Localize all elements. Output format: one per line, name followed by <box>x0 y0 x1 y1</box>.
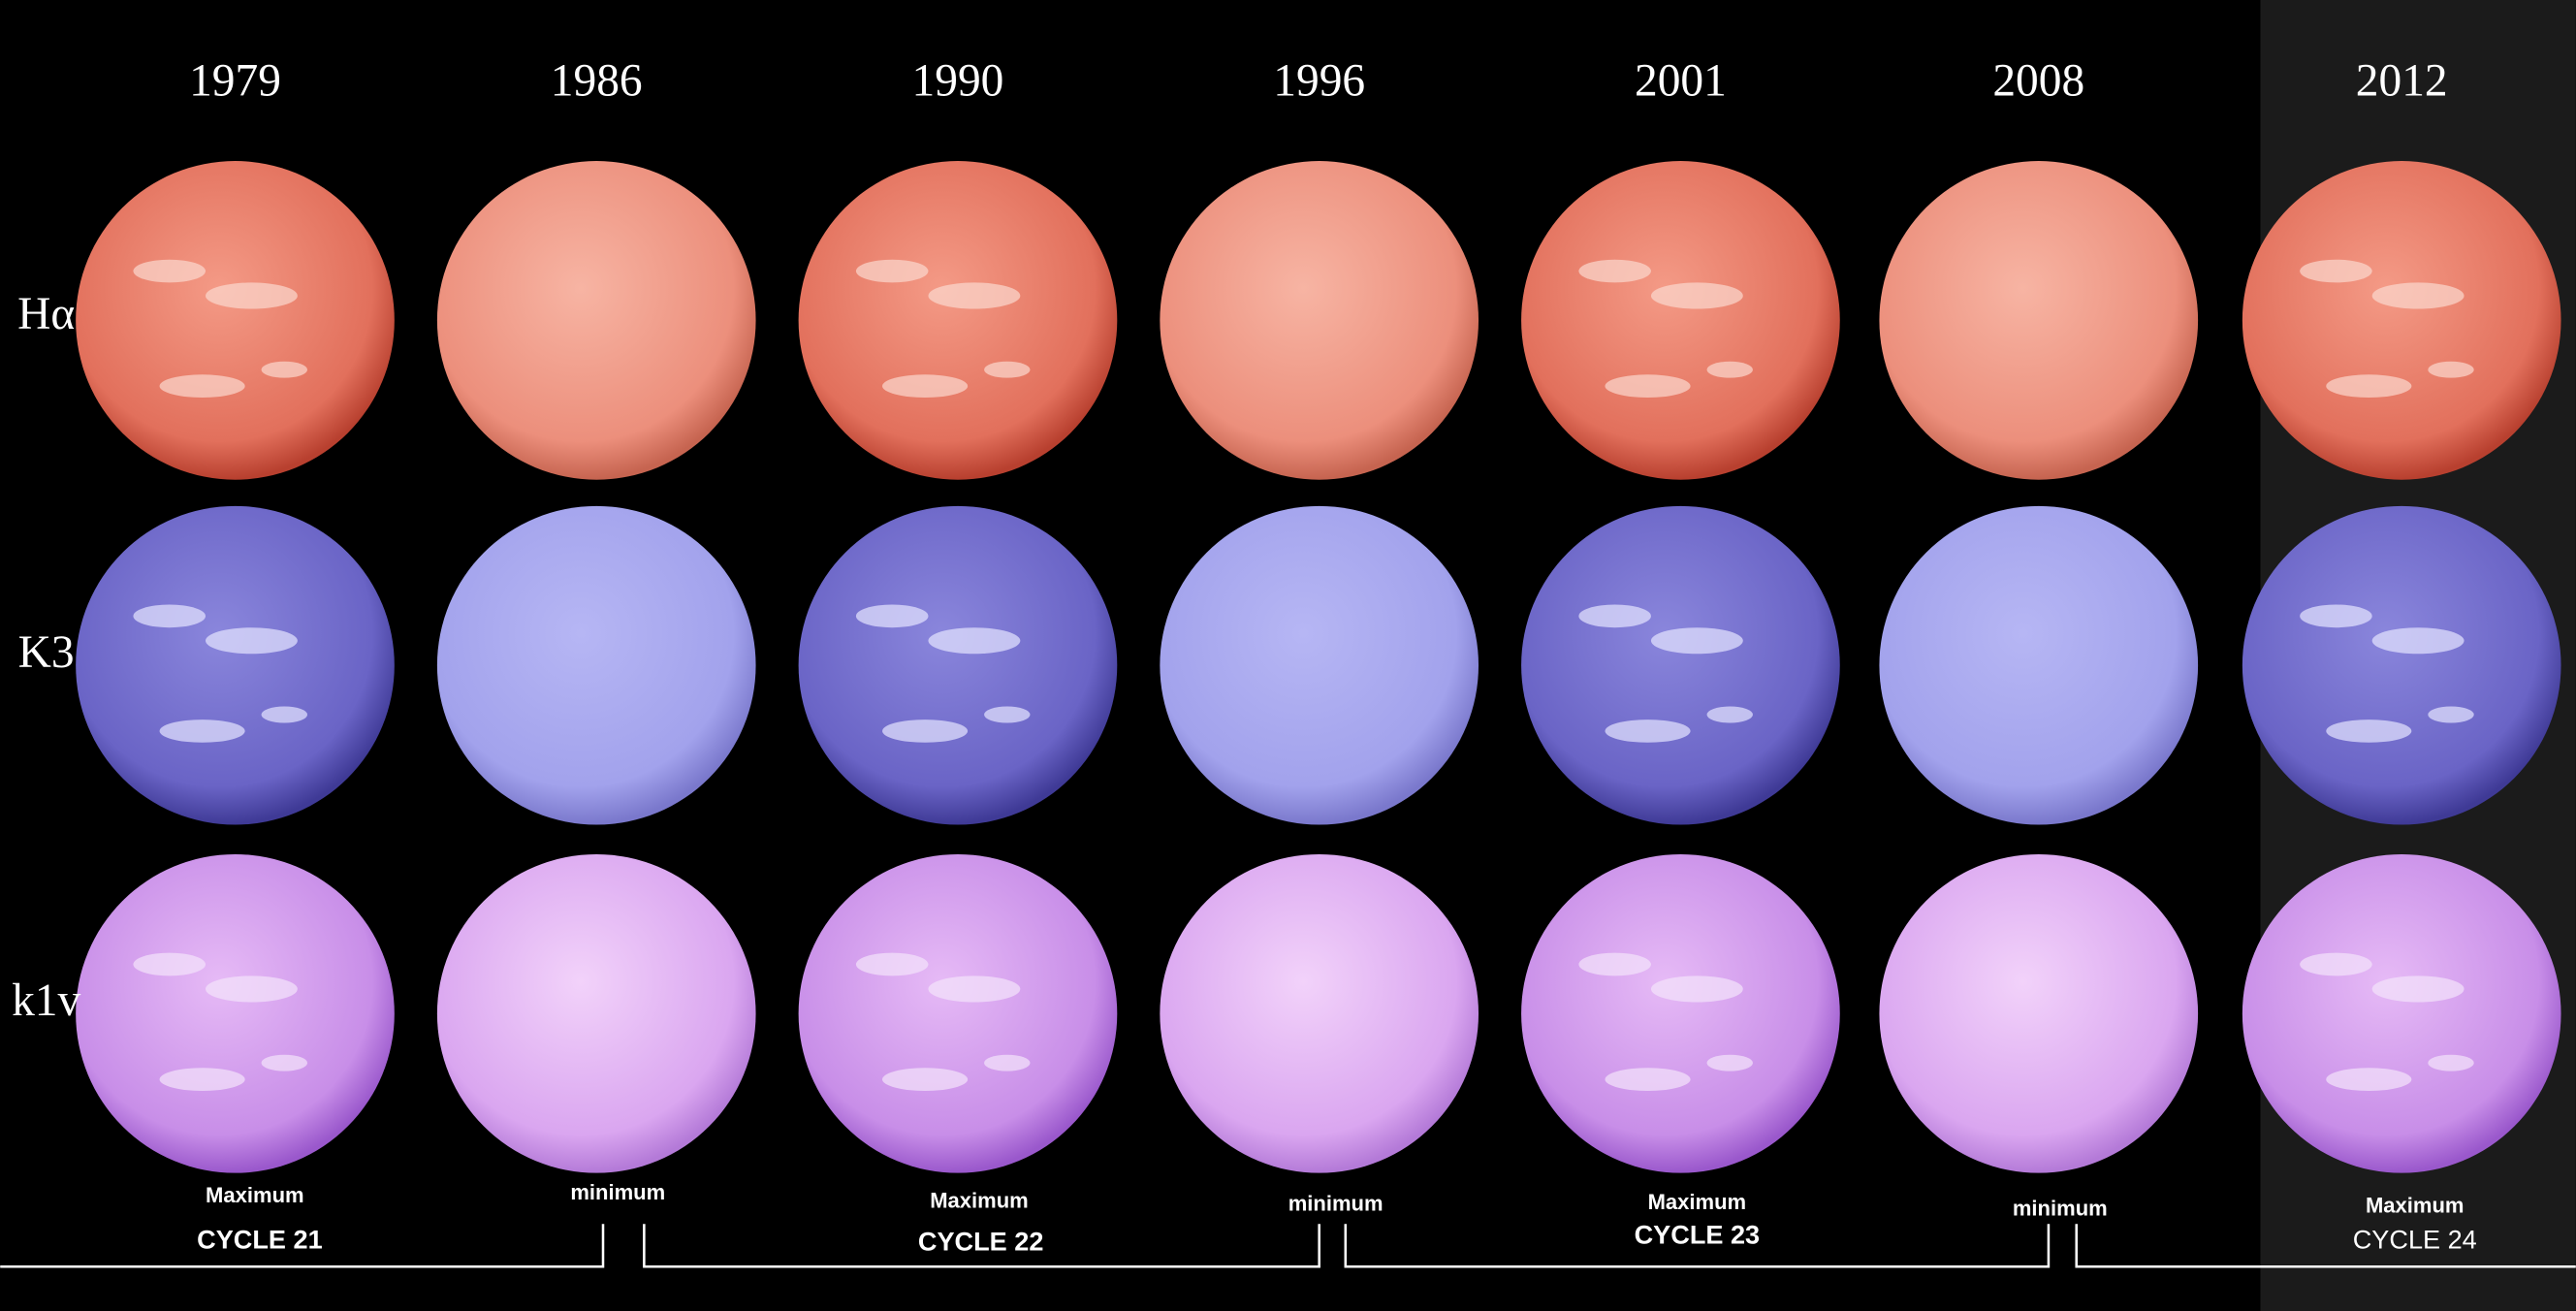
active-region <box>205 627 298 655</box>
active-region <box>261 706 308 723</box>
active-region <box>133 952 206 976</box>
sun-disc <box>1160 854 1479 1173</box>
active-region <box>1578 604 1651 628</box>
active-region <box>133 259 206 283</box>
active-region <box>855 604 929 628</box>
sun-disc <box>2242 505 2561 825</box>
year-label: 1979 <box>189 55 281 106</box>
sun-disc <box>436 854 756 1173</box>
year-label: 2012 <box>2356 55 2448 106</box>
active-region <box>1706 361 1753 378</box>
active-region <box>1650 282 1743 309</box>
active-region <box>855 259 929 283</box>
active-region <box>1605 719 1691 743</box>
sun-disc <box>76 161 395 480</box>
cycle-label: CYCLE 22 <box>918 1226 1044 1256</box>
active-region <box>2371 282 2465 309</box>
active-region <box>1650 627 1743 655</box>
active-region <box>1706 706 1753 723</box>
cycle-brackets <box>0 1224 2576 1268</box>
sun-disc <box>76 505 395 825</box>
sun-disc <box>1160 505 1479 825</box>
sun-disc <box>1879 161 2199 480</box>
cycle-label: CYCLE 23 <box>1635 1220 1761 1250</box>
active-region <box>205 282 298 309</box>
phase-label: minimum <box>1288 1192 1383 1216</box>
sun-disc <box>1521 505 1840 825</box>
active-region <box>928 975 1021 1003</box>
active-region <box>928 282 1021 309</box>
active-region <box>2428 706 2474 723</box>
active-region <box>984 706 1031 723</box>
sun-disc <box>1160 161 1479 480</box>
phase-label: Maximum <box>930 1188 1029 1212</box>
active-region <box>1605 1068 1691 1091</box>
active-region <box>159 719 245 743</box>
sun-disc <box>1879 505 2199 825</box>
phase-label: minimum <box>570 1180 665 1204</box>
active-region <box>2300 604 2372 628</box>
active-region <box>1578 952 1651 976</box>
cycle-label: CYCLE 21 <box>197 1225 323 1255</box>
row-label: k1v <box>12 975 80 1026</box>
year-label: 1986 <box>551 55 643 106</box>
active-region <box>984 1054 1031 1071</box>
active-region <box>984 361 1031 378</box>
active-region <box>159 1068 245 1091</box>
phase-label: Maximum <box>206 1183 304 1207</box>
active-region <box>2300 259 2372 283</box>
active-region <box>2371 627 2465 655</box>
active-region <box>2428 361 2474 378</box>
active-region <box>882 374 969 399</box>
cycle-label: CYCLE 24 <box>2353 1225 2477 1255</box>
year-label: 1996 <box>1273 55 1365 106</box>
active-region <box>855 952 929 976</box>
sun-disc <box>798 505 1118 825</box>
active-region <box>2371 975 2465 1003</box>
sun-disc <box>798 854 1118 1173</box>
active-region <box>1578 259 1651 283</box>
year-label: 2001 <box>1635 55 1727 106</box>
sun-disc <box>436 161 756 480</box>
active-region <box>2326 1068 2412 1091</box>
active-region <box>1650 975 1743 1003</box>
row-label: Hα <box>17 289 75 339</box>
sun-disc <box>76 854 395 1173</box>
active-region <box>205 975 298 1003</box>
sun-disc <box>436 505 756 825</box>
phase-label: Maximum <box>2366 1193 2465 1217</box>
active-region <box>1706 1054 1753 1071</box>
active-region <box>882 1068 969 1091</box>
sun-disc <box>1521 161 1840 480</box>
phase-label: minimum <box>2013 1197 2108 1221</box>
sun-disc <box>2242 854 2561 1173</box>
active-region <box>2326 374 2412 399</box>
year-label: 2008 <box>1992 55 2084 106</box>
active-region <box>261 1054 308 1071</box>
active-region <box>261 361 308 378</box>
active-region <box>882 719 969 743</box>
sun-disc <box>798 161 1118 480</box>
active-region <box>928 627 1021 655</box>
sun-disc <box>1879 854 2199 1173</box>
row-label: K3 <box>18 627 75 678</box>
year-label: 1990 <box>912 55 1004 106</box>
active-region <box>2428 1054 2474 1071</box>
active-region <box>159 374 245 399</box>
phase-label: Maximum <box>1648 1190 1747 1214</box>
active-region <box>133 604 206 628</box>
sun-disc <box>1521 854 1840 1173</box>
active-region <box>1605 374 1691 399</box>
active-region <box>2300 952 2372 976</box>
sun-disc <box>2242 161 2561 480</box>
active-region <box>2326 719 2412 743</box>
